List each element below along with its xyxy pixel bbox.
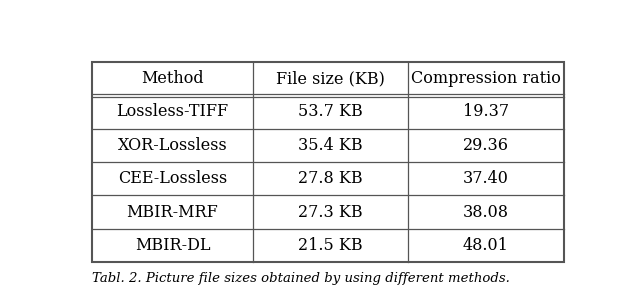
- Text: XOR-Lossless: XOR-Lossless: [118, 137, 227, 154]
- Text: CEE-Lossless: CEE-Lossless: [118, 170, 227, 187]
- Text: 27.3 KB: 27.3 KB: [298, 204, 363, 221]
- Text: Compression ratio: Compression ratio: [411, 70, 561, 87]
- Text: 29.36: 29.36: [463, 137, 509, 154]
- Text: 38.08: 38.08: [463, 204, 509, 221]
- Text: 48.01: 48.01: [463, 237, 509, 254]
- Text: 19.37: 19.37: [463, 103, 509, 120]
- Text: 27.8 KB: 27.8 KB: [298, 170, 363, 187]
- Text: MBIR-MRF: MBIR-MRF: [127, 204, 218, 221]
- Text: Method: Method: [141, 70, 204, 87]
- FancyBboxPatch shape: [92, 62, 564, 262]
- Text: 37.40: 37.40: [463, 170, 509, 187]
- Text: 35.4 KB: 35.4 KB: [298, 137, 363, 154]
- Text: Lossless-TIFF: Lossless-TIFF: [116, 103, 228, 120]
- Text: 53.7 KB: 53.7 KB: [298, 103, 363, 120]
- Text: Tabl. 2. Picture file sizes obtained by using different methods.: Tabl. 2. Picture file sizes obtained by …: [92, 272, 510, 285]
- Text: 21.5 KB: 21.5 KB: [298, 237, 363, 254]
- Text: File size (KB): File size (KB): [276, 70, 385, 87]
- Text: MBIR-DL: MBIR-DL: [135, 237, 211, 254]
